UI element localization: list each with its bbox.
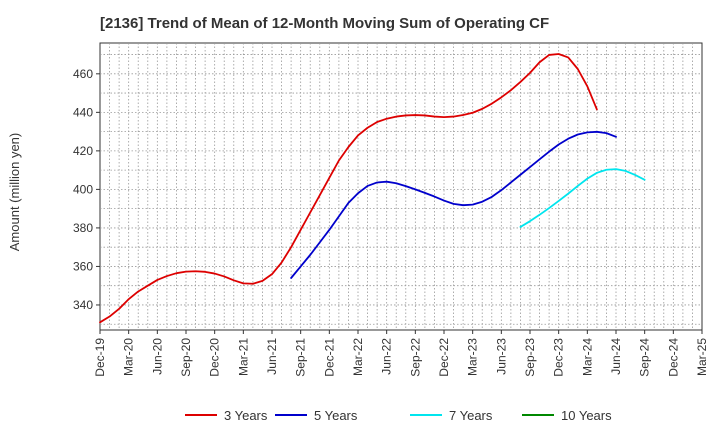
y-tick-label: 440	[73, 105, 93, 119]
y-tick-label: 340	[73, 298, 93, 312]
x-tick-label: Dec-23	[552, 338, 566, 377]
legend-label: 3 Years	[224, 408, 268, 423]
x-tick-label: Sep-23	[523, 338, 537, 377]
y-tick-label: 400	[73, 182, 93, 196]
legend-label: 7 Years	[449, 408, 493, 423]
x-tick-label: Mar-22	[351, 338, 365, 376]
x-tick-label: Jun-21	[265, 338, 279, 375]
x-tick-label: Jun-23	[494, 338, 508, 375]
x-tick-label: Mar-25	[695, 338, 709, 376]
x-tick-label: Jun-20	[150, 338, 164, 375]
x-tick-label: Sep-20	[179, 338, 193, 377]
y-tick-label: 380	[73, 221, 93, 235]
x-tick-label: Mar-23	[466, 338, 480, 376]
series-line-5-years	[290, 130, 617, 279]
plot-frame	[99, 42, 703, 331]
x-tick-label: Mar-21	[236, 338, 250, 376]
series-line-7-years	[519, 168, 646, 228]
x-tick-label: Mar-24	[580, 338, 594, 376]
x-tick-label: Jun-22	[380, 338, 394, 375]
y-axis-title: Amount (million yen)	[7, 133, 22, 252]
x-axis: Dec-19 Mar-20 Jun-20 Sep-20 Dec-20 Mar-21 Jun-…	[93, 330, 709, 377]
x-tick-label: Dec-22	[437, 338, 451, 377]
chart-title: [2136] Trend of Mean of 12-Month Moving …	[100, 15, 549, 32]
y-tick-label: 420	[73, 144, 93, 158]
series-line-3-years	[99, 53, 598, 324]
x-tick-label: Dec-24	[666, 338, 680, 377]
x-tick-label: Sep-21	[294, 338, 308, 377]
x-tick-label: Dec-20	[208, 338, 222, 377]
x-tick-label: Dec-19	[93, 338, 107, 377]
y-axis: 340 360 380 400 420 440 460	[73, 67, 100, 312]
y-tick-label: 460	[73, 67, 93, 81]
plot-area	[99, 42, 703, 331]
x-tick-label: Jun-24	[609, 338, 623, 375]
legend-label: 10 Years	[561, 408, 612, 423]
series-layer	[99, 53, 646, 324]
x-tick-label: Sep-22	[408, 338, 422, 377]
legend: 3 Years 5 Years 7 Years 10 Years	[185, 408, 612, 423]
legend-label: 5 Years	[314, 408, 358, 423]
x-tick-label: Mar-20	[122, 338, 136, 376]
x-tick-label: Dec-21	[322, 338, 336, 377]
y-tick-label: 360	[73, 259, 93, 273]
x-tick-label: Sep-24	[638, 338, 652, 377]
